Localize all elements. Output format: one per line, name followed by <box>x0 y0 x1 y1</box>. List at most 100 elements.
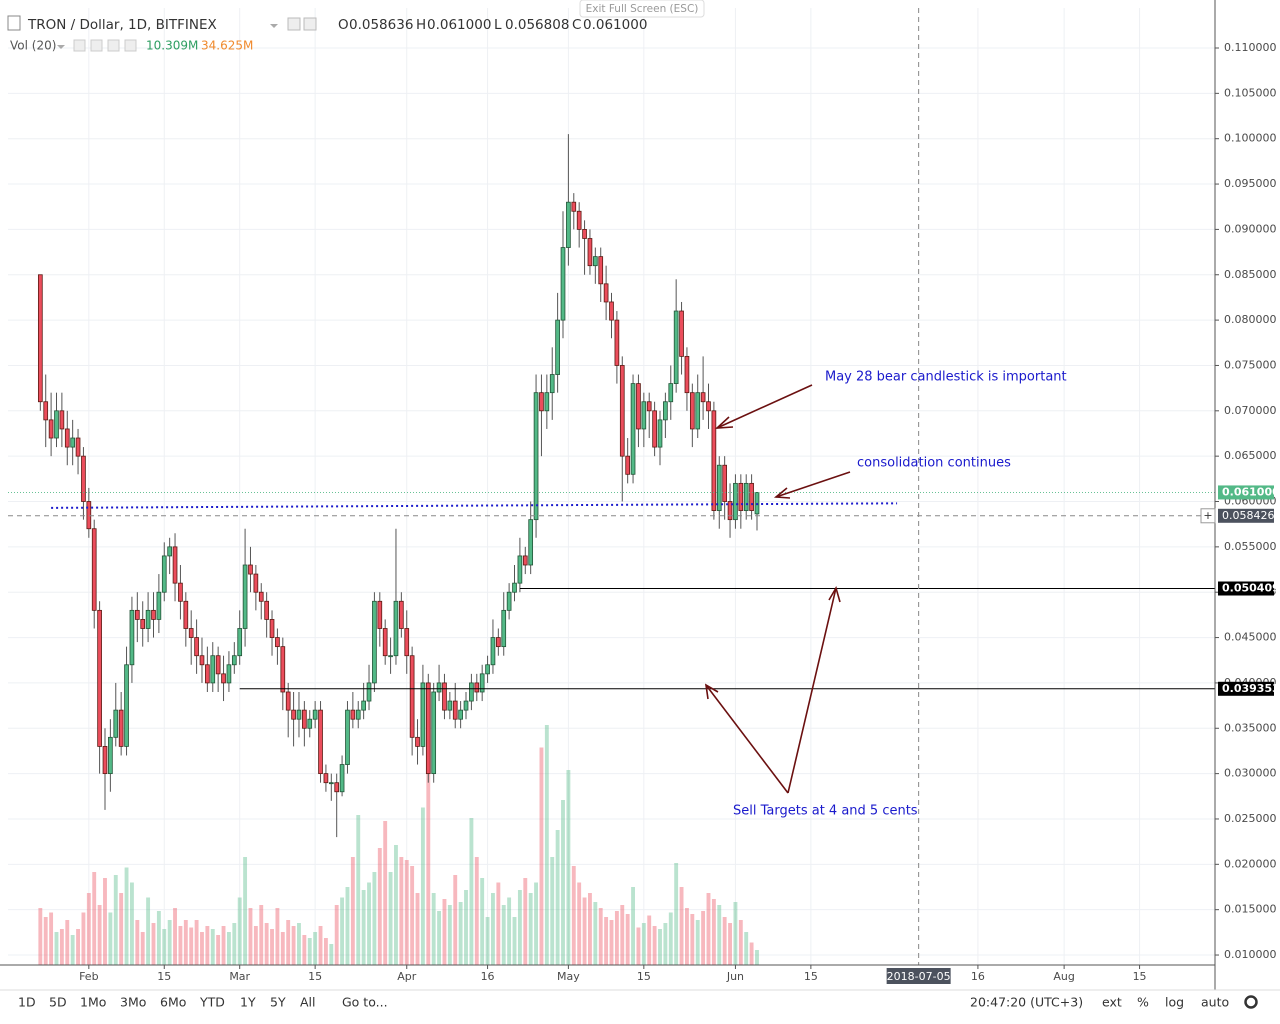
trendline <box>51 502 898 509</box>
plus-icon: + <box>1203 509 1212 522</box>
ohlc-value: 0.058636 <box>349 17 413 33</box>
goto[interactable]: Go to... <box>342 995 388 1010</box>
volume-bar <box>561 800 565 965</box>
ohlc-key: L <box>494 17 502 33</box>
volume-bar <box>156 911 161 965</box>
icon[interactable] <box>107 39 120 52</box>
candle-body <box>75 437 81 457</box>
volume-bar <box>690 914 695 965</box>
volume-bar <box>38 908 43 965</box>
range-button[interactable]: 6Mo <box>160 995 186 1010</box>
volume-bar <box>248 908 253 965</box>
candle-body <box>641 401 647 430</box>
volume-bar <box>183 920 188 965</box>
volume-bar <box>361 890 366 965</box>
volume-bar <box>372 872 377 965</box>
exit-fullscreen[interactable] <box>579 0 705 18</box>
option-button[interactable]: ext <box>1102 995 1122 1010</box>
candle-body <box>657 419 663 448</box>
y-tick-label: 0.070000 <box>1224 404 1277 417</box>
menu-icon[interactable] <box>7 15 21 31</box>
range-button[interactable]: 3Mo <box>120 995 146 1010</box>
annotation: May 28 bear candlestick is important <box>825 370 1067 385</box>
arrow <box>775 471 851 498</box>
range-button[interactable]: 5Y <box>270 995 286 1010</box>
candle-body <box>178 582 183 602</box>
candle-body <box>221 673 226 684</box>
crosshair-plus <box>1200 508 1216 524</box>
volume-bar <box>437 911 442 965</box>
dropdown[interactable] <box>57 45 65 49</box>
x-tick-label: Aug <box>1053 970 1074 983</box>
candle-body <box>194 637 199 657</box>
volume-bar <box>501 905 506 965</box>
candle-body <box>517 555 523 584</box>
x-tick-label: Apr <box>397 970 417 983</box>
y-tick-label: 0.015000 <box>1224 903 1277 916</box>
volume-bar <box>383 821 388 965</box>
volume-bar <box>103 878 107 965</box>
volume-bar <box>226 932 231 965</box>
icon[interactable] <box>90 39 103 52</box>
volume-bar <box>210 929 215 965</box>
ohlc-value: 0.061000 <box>583 17 647 33</box>
volume-bar <box>496 882 501 965</box>
y-tick-label: 0.090000 <box>1224 222 1277 235</box>
volume-bar <box>474 857 479 965</box>
settings-icon[interactable] <box>1244 995 1258 1009</box>
volume-bar <box>329 944 334 965</box>
x-tick-label: Jun <box>726 970 744 983</box>
candle-body <box>512 582 517 593</box>
candle-body <box>420 682 426 747</box>
volume-bar <box>701 911 706 965</box>
option-button[interactable]: log <box>1165 995 1184 1010</box>
arrow-head <box>714 416 734 429</box>
volume-bar <box>539 747 544 965</box>
range-button[interactable]: 1D <box>18 995 36 1010</box>
icon[interactable] <box>124 39 137 52</box>
volume-bar <box>189 927 194 965</box>
range-button[interactable]: 5D <box>49 995 67 1010</box>
volume-bar <box>749 942 754 965</box>
candle-body <box>312 709 318 720</box>
option-button[interactable]: auto <box>1201 995 1229 1010</box>
volume-bar <box>350 857 355 965</box>
candle-body <box>436 682 442 693</box>
range-button[interactable]: 1Y <box>240 995 256 1010</box>
volume-bar <box>658 929 662 965</box>
volume-bar <box>442 899 447 965</box>
candle-body <box>442 682 447 711</box>
volume-bar <box>307 938 312 965</box>
range-button[interactable]: 1Mo <box>80 995 106 1010</box>
volume-bar <box>582 897 587 965</box>
y-tick-label: 0.025000 <box>1224 812 1277 825</box>
volume-bar <box>286 920 291 965</box>
volume-bar <box>205 926 210 965</box>
volume-bar <box>259 905 264 965</box>
range-button[interactable]: YTD <box>199 995 225 1010</box>
candle-body <box>161 555 167 593</box>
candle-body <box>555 319 560 375</box>
volume-bar <box>593 902 598 965</box>
icon[interactable] <box>287 17 301 31</box>
candle-body <box>684 355 690 394</box>
candle-body <box>388 655 393 658</box>
candle-body <box>463 700 469 711</box>
exit-fullscreen-label[interactable]: Exit Full Screen (ESC) <box>586 3 699 15</box>
price-level-box <box>1218 485 1274 500</box>
dropdown[interactable] <box>270 24 278 28</box>
range-button[interactable]: All <box>300 995 316 1010</box>
volume-bar <box>264 923 269 965</box>
volume-bar <box>388 872 393 965</box>
volume-bar <box>728 923 732 965</box>
candle-body <box>533 392 539 521</box>
icon[interactable] <box>73 39 86 52</box>
icon[interactable] <box>303 17 317 31</box>
candle-body <box>339 764 345 793</box>
candle-body <box>415 736 420 747</box>
option-button[interactable]: % <box>1137 995 1149 1010</box>
candle-body <box>716 464 722 511</box>
volume-bar <box>399 857 404 965</box>
volume-bar <box>674 863 679 965</box>
